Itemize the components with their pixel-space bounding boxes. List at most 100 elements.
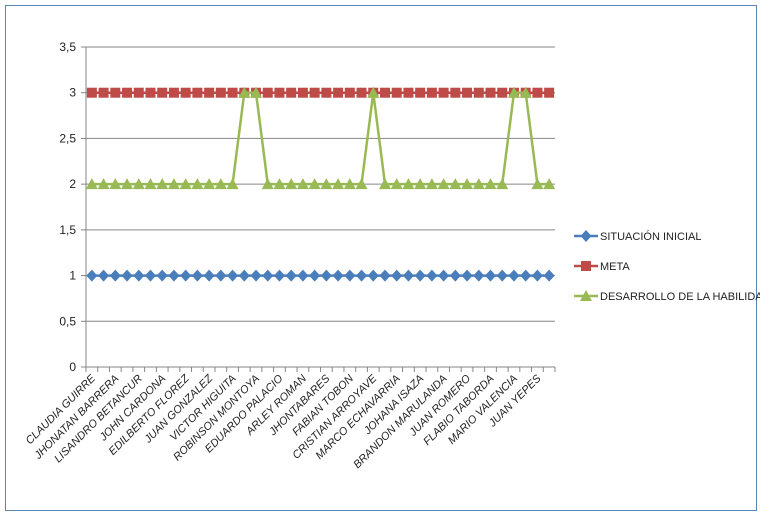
data-point <box>121 269 133 282</box>
data-point <box>379 269 391 282</box>
y-tick-label: 0,5 <box>59 314 76 328</box>
data-point <box>286 87 297 98</box>
data-point <box>320 178 333 190</box>
data-point <box>179 178 192 190</box>
data-point <box>132 178 145 190</box>
data-point <box>332 269 344 282</box>
legend-item: META <box>574 261 630 273</box>
data-point <box>425 178 438 190</box>
y-tick-label: 2 <box>69 177 76 191</box>
data-point <box>203 178 216 190</box>
data-point <box>261 178 274 190</box>
legend-swatch-marker <box>581 261 591 271</box>
data-point <box>426 87 437 98</box>
data-point <box>121 178 134 190</box>
data-point <box>437 178 450 190</box>
legend-label: META <box>600 261 630 273</box>
y-tick-label: 1,5 <box>59 223 76 237</box>
data-point <box>110 87 121 98</box>
data-point <box>204 87 215 98</box>
data-point <box>168 87 179 98</box>
data-point <box>414 178 427 190</box>
y-tick-label: 1 <box>69 269 76 283</box>
y-tick-label: 0 <box>69 360 76 374</box>
data-point <box>262 269 274 282</box>
data-point <box>215 87 226 98</box>
data-point <box>497 87 508 98</box>
data-point <box>356 87 367 98</box>
data-point <box>485 269 497 282</box>
data-point <box>403 87 414 98</box>
data-point <box>274 87 285 98</box>
legend-swatch-marker <box>580 230 592 242</box>
data-point <box>144 269 156 282</box>
data-point <box>133 269 145 282</box>
data-point <box>531 178 544 190</box>
data-point <box>343 178 356 190</box>
data-point <box>238 269 250 282</box>
data-point <box>97 178 110 190</box>
data-point <box>167 178 180 190</box>
data-point <box>238 86 251 98</box>
data-point <box>296 178 309 190</box>
data-point <box>344 87 355 98</box>
data-point <box>321 87 332 98</box>
data-point <box>320 269 332 282</box>
legend-swatch-marker <box>580 290 592 301</box>
legend-item: SITUACIÓN INICIAL <box>574 230 701 243</box>
data-point <box>191 178 204 190</box>
data-point <box>285 178 298 190</box>
data-point <box>180 269 192 282</box>
data-point <box>391 269 403 282</box>
data-point <box>449 178 462 190</box>
data-point <box>450 87 461 98</box>
data-point <box>226 178 239 190</box>
legend: SITUACIÓN INICIAL META DESARROLLO DE LA HA… <box>574 230 760 303</box>
data-point <box>285 269 297 282</box>
data-point <box>168 269 180 282</box>
data-point <box>122 87 133 98</box>
data-point <box>414 269 426 282</box>
legend-label: SITUACIÓN INICIAL <box>600 230 701 243</box>
data-point <box>484 178 497 190</box>
data-point <box>543 178 556 190</box>
data-point <box>367 269 379 282</box>
data-point <box>297 269 309 282</box>
data-point <box>449 269 461 282</box>
data-point <box>356 269 368 282</box>
data-point <box>485 87 496 98</box>
y-axis: 0 0,5 1 1,5 2 2,5 3 3,5 <box>59 40 87 374</box>
y-tick-label: 3,5 <box>59 40 76 54</box>
data-point <box>157 87 168 98</box>
data-point <box>203 269 215 282</box>
data-point <box>109 178 122 190</box>
data-point <box>309 87 320 98</box>
data-point <box>250 269 262 282</box>
data-point <box>462 87 473 98</box>
data-point <box>402 178 415 190</box>
data-point <box>98 87 109 98</box>
series-3 <box>85 86 556 190</box>
data-point <box>333 87 344 98</box>
data-point <box>378 178 391 190</box>
data-point <box>309 269 321 282</box>
data-point <box>496 269 508 282</box>
data-point <box>180 87 191 98</box>
data-point <box>473 269 485 282</box>
series-1 <box>86 269 555 282</box>
data-point <box>415 87 426 98</box>
data-point <box>544 87 555 98</box>
data-point <box>473 87 484 98</box>
data-point <box>156 269 168 282</box>
data-point <box>308 178 321 190</box>
data-point <box>273 269 285 282</box>
data-point <box>250 86 263 98</box>
data-point <box>191 269 203 282</box>
data-point <box>438 269 450 282</box>
data-point <box>532 87 543 98</box>
data-point <box>367 86 380 98</box>
data-point <box>426 269 438 282</box>
data-point <box>531 269 543 282</box>
data-point <box>461 269 473 282</box>
